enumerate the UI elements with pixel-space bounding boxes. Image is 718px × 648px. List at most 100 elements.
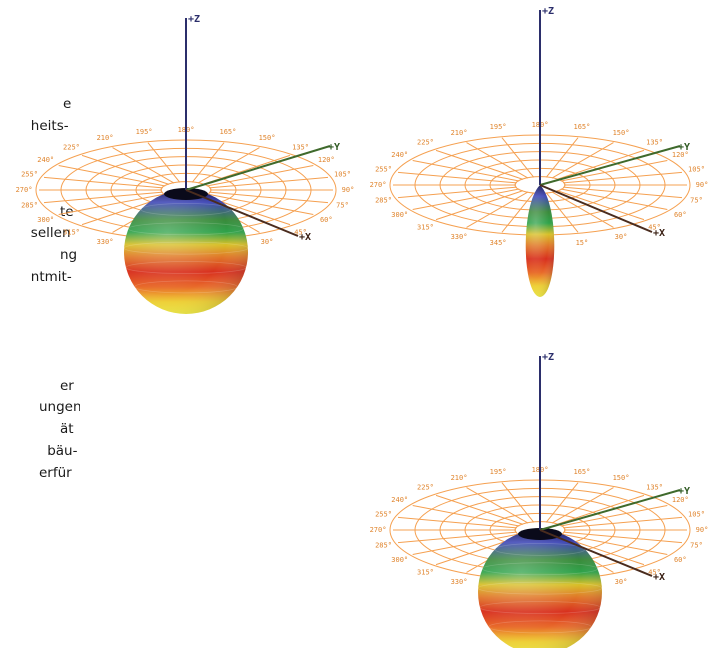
text-fragment: erfür [39,465,72,481]
angle-label: 195° [490,468,507,476]
polar-grid-spoke [501,192,535,233]
polar-grid-spoke [501,482,535,523]
angle-label: 225° [417,484,434,492]
angle-label: 330° [451,578,468,586]
y-axis [539,145,681,186]
angle-label: 255° [375,165,392,173]
text-fragment: ntmit- [30,269,72,285]
polar-grid-spoke [209,191,329,204]
text-fragment: ät [60,421,74,437]
pattern-top [518,528,562,540]
angle-label: 75° [336,202,349,210]
polar-grid-spoke [191,142,225,183]
text-fragment: bäu- [47,443,78,459]
angle-label: 240° [37,156,54,164]
angle-label: 135° [646,139,663,147]
angle-label: 90° [696,181,709,189]
x-axis-label: +X [653,572,665,583]
omni-pattern-bottom: 15°30°45°60°75°90°105°120°135°150°165°18… [370,352,708,648]
pattern-mesh-line [123,241,249,255]
x-axis [185,189,299,237]
polar-grid-spoke [81,154,170,185]
polar-grid-spoke [412,160,520,182]
y-axis [539,489,681,531]
angle-label: 195° [136,128,153,136]
polar-grid-spoke [560,188,668,210]
angle-label: 225° [63,144,80,152]
polar-grid-spoke [43,176,163,189]
angle-label: 105° [688,165,705,173]
text-fragment: te [60,204,74,220]
angle-label: 75° [690,197,703,205]
angle-label: 315° [417,223,434,231]
angle-label: 195° [490,123,507,131]
pattern-shading [525,185,555,297]
angle-label: 210° [451,129,468,137]
angle-label: 165° [219,128,236,136]
polar-grid-spoke [563,531,683,544]
y-axis [185,145,331,191]
text-fragment: er [60,378,74,394]
polar-grid-spoke [435,149,524,180]
polar-grid-spoke [197,147,260,184]
angle-label: 165° [573,468,590,476]
angle-label: 240° [391,496,408,504]
angle-label: 150° [613,129,630,137]
angle-label: 270° [370,526,387,534]
angle-label: 330° [97,238,114,246]
polar-grid-spoke [206,193,314,215]
angle-label: 75° [690,542,703,550]
angle-label: 300° [391,556,408,564]
angle-label: 60° [674,556,687,564]
angle-label: 105° [334,170,351,178]
omni-pattern-left: 15°30°45°60°75°90°105°120°135°150°165°18… [16,14,354,314]
angle-label: 30° [615,578,628,586]
angle-label: 60° [320,216,333,224]
pattern-mesh-line [125,261,247,274]
polar-grid-spoke [560,505,668,527]
polar-grid-spoke [58,193,166,215]
polar-grid-spoke [551,142,614,179]
angle-label: 150° [613,474,630,482]
angle-label: 45° [648,223,661,231]
polar-grid-spoke [556,149,645,180]
body-text-column: e heits-te sellen ng ntmit-er ungen ät bäu-erfü… [0,0,80,648]
polar-grid-spoke [545,482,579,523]
text-fragment: e [63,96,72,112]
angle-label: 255° [21,170,38,178]
z-axis-label: +Z [188,14,200,25]
polar-grid-spoke [58,165,166,187]
polar-grid-spoke [435,494,524,525]
polar-grid-spoke [397,516,517,529]
angle-label: 165° [573,123,590,131]
polar-grid-spoke [560,160,668,182]
polar-grid-spoke [466,191,529,228]
pattern-shading [124,190,248,314]
z-axis-label: +Z [542,6,554,17]
polar-grid-spoke [112,147,175,184]
angle-label: 255° [375,510,392,518]
polar-grid-spoke [556,190,645,221]
y-axis-label: +Y [678,142,690,153]
angle-label: 330° [451,233,468,241]
polar-grid-spoke [43,191,163,204]
polar-grid-spoke [397,531,517,544]
polar-grid-spoke [412,188,520,210]
text-fragment: heits- [30,118,69,134]
angle-label: 60° [674,211,687,219]
polar-grid-spoke [466,487,529,524]
polar-grid-spoke [545,192,579,233]
narrow-pattern-right: 15°30°45°60°75°90°105°120°135°150°165°18… [370,6,709,297]
polar-grid-spoke [397,186,517,199]
polar-grid-spoke [466,142,529,179]
polar-grid-spoke [563,171,683,184]
pattern-mesh-line [477,581,603,595]
angle-label: 300° [391,211,408,219]
angle-label: 300° [37,216,54,224]
angle-label: 285° [375,542,392,550]
pattern-mesh-line [134,280,238,294]
angle-label: 345° [490,239,507,247]
angle-label: 30° [261,238,274,246]
angle-label: 15° [576,239,589,247]
